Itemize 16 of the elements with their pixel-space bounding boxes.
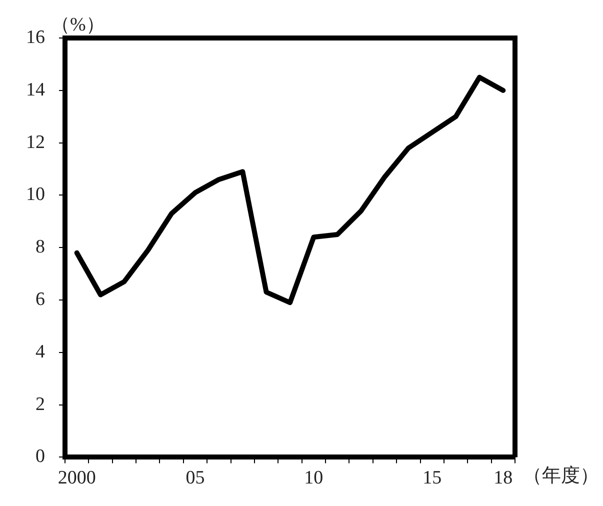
y-tick-label: 16 xyxy=(26,26,45,48)
x-tick-label: 2000 xyxy=(58,468,96,489)
x-tick-label: 05 xyxy=(186,468,205,489)
y-tick-label: 8 xyxy=(36,236,45,258)
y-tick-label: 12 xyxy=(26,132,45,153)
y-tick-label: 6 xyxy=(36,288,45,310)
x-axis-title: （年度） xyxy=(523,464,599,487)
x-tick-label: 18 xyxy=(494,468,513,489)
y-tick-label: 10 xyxy=(26,184,45,206)
x-tick-label: 10 xyxy=(304,468,324,489)
y-tick-label: 4 xyxy=(36,341,46,362)
y-axis-title: （%） xyxy=(51,14,105,36)
y-tick-label: 0 xyxy=(36,446,45,468)
y-tick-label: 2 xyxy=(36,394,45,415)
x-tick-label: 15 xyxy=(422,468,442,489)
y-tick-label: 14 xyxy=(26,79,46,100)
